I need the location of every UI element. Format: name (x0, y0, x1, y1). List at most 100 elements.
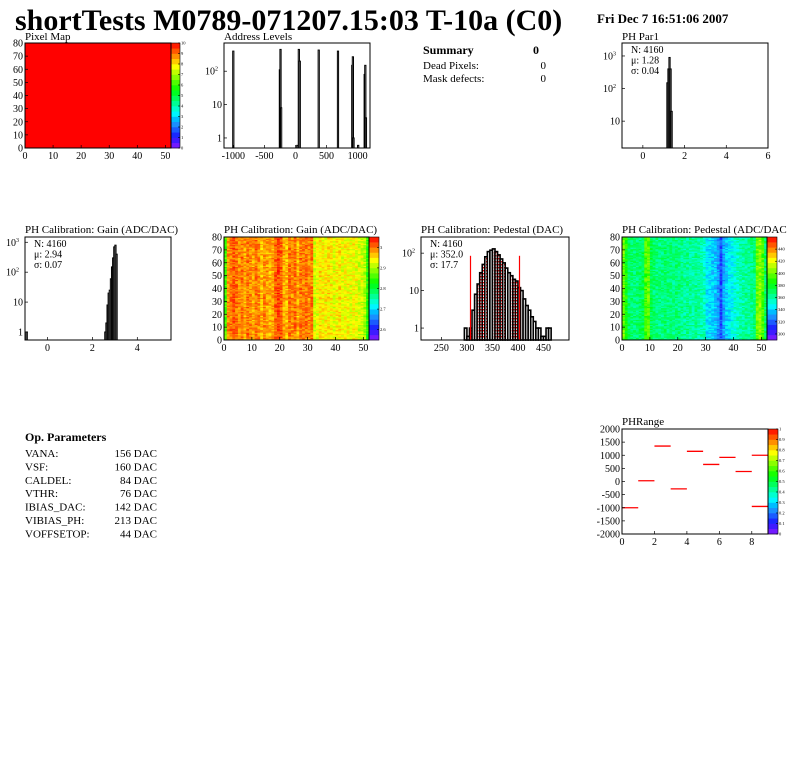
heatmap-cell (285, 287, 289, 289)
heatmap-cell (341, 285, 345, 288)
heatmap-cell (254, 267, 258, 270)
x-tick-label: -1000 (222, 151, 245, 162)
palette-swatch (369, 237, 379, 243)
heatmap-cell (274, 292, 278, 295)
heatmap-cell (296, 274, 300, 277)
heatmap-cell (288, 312, 292, 315)
heatmap-cell (290, 280, 295, 283)
heatmap-cell (329, 240, 334, 243)
heatmap-cell (335, 320, 339, 323)
heatmap-cell (254, 298, 258, 301)
heatmap-cell (622, 248, 626, 251)
heatmap-cell (324, 237, 328, 239)
y-tick-label: 60 (212, 258, 222, 269)
heatmap-cell (335, 262, 339, 265)
heatmap-cell (224, 321, 228, 324)
heatmap-cell (304, 307, 309, 310)
heatmap-cell (282, 314, 286, 316)
heatmap-cell (285, 285, 289, 288)
heatmap-cell (332, 246, 336, 248)
heatmap-cell (246, 247, 250, 249)
heatmap-cell (229, 314, 233, 316)
heatmap-cell (251, 291, 256, 293)
heatmap-cell (296, 310, 300, 313)
y-tick-label: 1 (217, 133, 222, 144)
heatmap-cell (290, 296, 295, 298)
heatmap-cell (338, 237, 342, 239)
heatmap-cell (254, 321, 258, 324)
heatmap-cell (224, 280, 228, 283)
heatmap-cell (624, 246, 628, 248)
heatmap-cell (290, 329, 295, 332)
heatmap-cell (296, 255, 300, 257)
heatmap-cell (235, 303, 239, 306)
heatmap-cell (343, 249, 348, 252)
heatmap-cell (633, 282, 637, 284)
heatmap-cell (355, 311, 359, 314)
heatmap-cell (288, 305, 292, 307)
heatmap-cell (229, 306, 233, 309)
heatmap-cell (279, 237, 283, 239)
heatmap-cell (254, 271, 258, 274)
heatmap-cell (304, 265, 309, 268)
heatmap-cell (352, 280, 356, 283)
heatmap-cell (321, 261, 325, 264)
heatmap-cell (254, 256, 258, 258)
heatmap-cell (363, 291, 367, 293)
heatmap-cell (624, 314, 628, 316)
heatmap-cell (296, 269, 300, 271)
palette-tick-label: 2.9 (380, 265, 386, 270)
heatmap-cell (279, 248, 283, 251)
heatmap-cell (321, 320, 325, 323)
heatmap-cell (304, 261, 309, 264)
heatmap-cell (357, 240, 362, 243)
heatmap-cell (268, 302, 272, 305)
heatmap-cell (352, 258, 356, 261)
heatmap-cell (624, 324, 628, 327)
heatmap-cell (224, 243, 228, 246)
heatmap-cell (635, 302, 640, 305)
heatmap-cell (290, 265, 295, 268)
heatmap-cell (296, 314, 300, 316)
heatmap-cell (304, 247, 309, 249)
heatmap-cell (304, 287, 309, 289)
heatmap-cell (243, 334, 247, 337)
heatmap-cell (240, 258, 244, 261)
heatmap-cell (290, 238, 295, 240)
heatmap-cell (324, 336, 328, 338)
heatmap-cell (299, 302, 303, 305)
heatmap-cell (627, 318, 631, 320)
heatmap-cell (232, 278, 236, 280)
heatmap-cell (276, 334, 281, 337)
heatmap-cell (240, 252, 244, 255)
heatmap-cell (313, 302, 317, 305)
heatmap-cell (279, 330, 283, 333)
palette-swatch (369, 309, 379, 315)
heatmap-cell (265, 316, 270, 319)
heatmap-cell (355, 255, 359, 257)
heatmap-cell (282, 310, 286, 313)
heatmap-cell (318, 256, 322, 258)
heatmap-cell (302, 284, 306, 287)
heatmap-cell (624, 261, 628, 264)
heatmap-cell (633, 318, 637, 320)
heatmap-cell (310, 298, 314, 301)
heatmap-cell (327, 280, 331, 283)
heatmap-cell (321, 334, 325, 337)
heatmap-cell (246, 273, 250, 275)
heatmap-cell (355, 297, 359, 300)
heatmap-cell (285, 300, 289, 302)
heatmap-cell (349, 253, 353, 256)
heatmap-cell (332, 300, 336, 302)
heatmap-cell (235, 296, 239, 298)
heatmap-cell (279, 293, 283, 296)
heatmap-cell (635, 314, 640, 316)
heatmap-cell (251, 270, 256, 273)
heatmap-cell (246, 256, 250, 258)
heatmap-cell (627, 292, 631, 295)
heatmap-cell (232, 261, 236, 264)
heatmap-cell (304, 289, 309, 292)
heatmap-cell (254, 249, 258, 252)
heatmap-cell (296, 242, 300, 244)
heatmap-cell (624, 332, 628, 334)
